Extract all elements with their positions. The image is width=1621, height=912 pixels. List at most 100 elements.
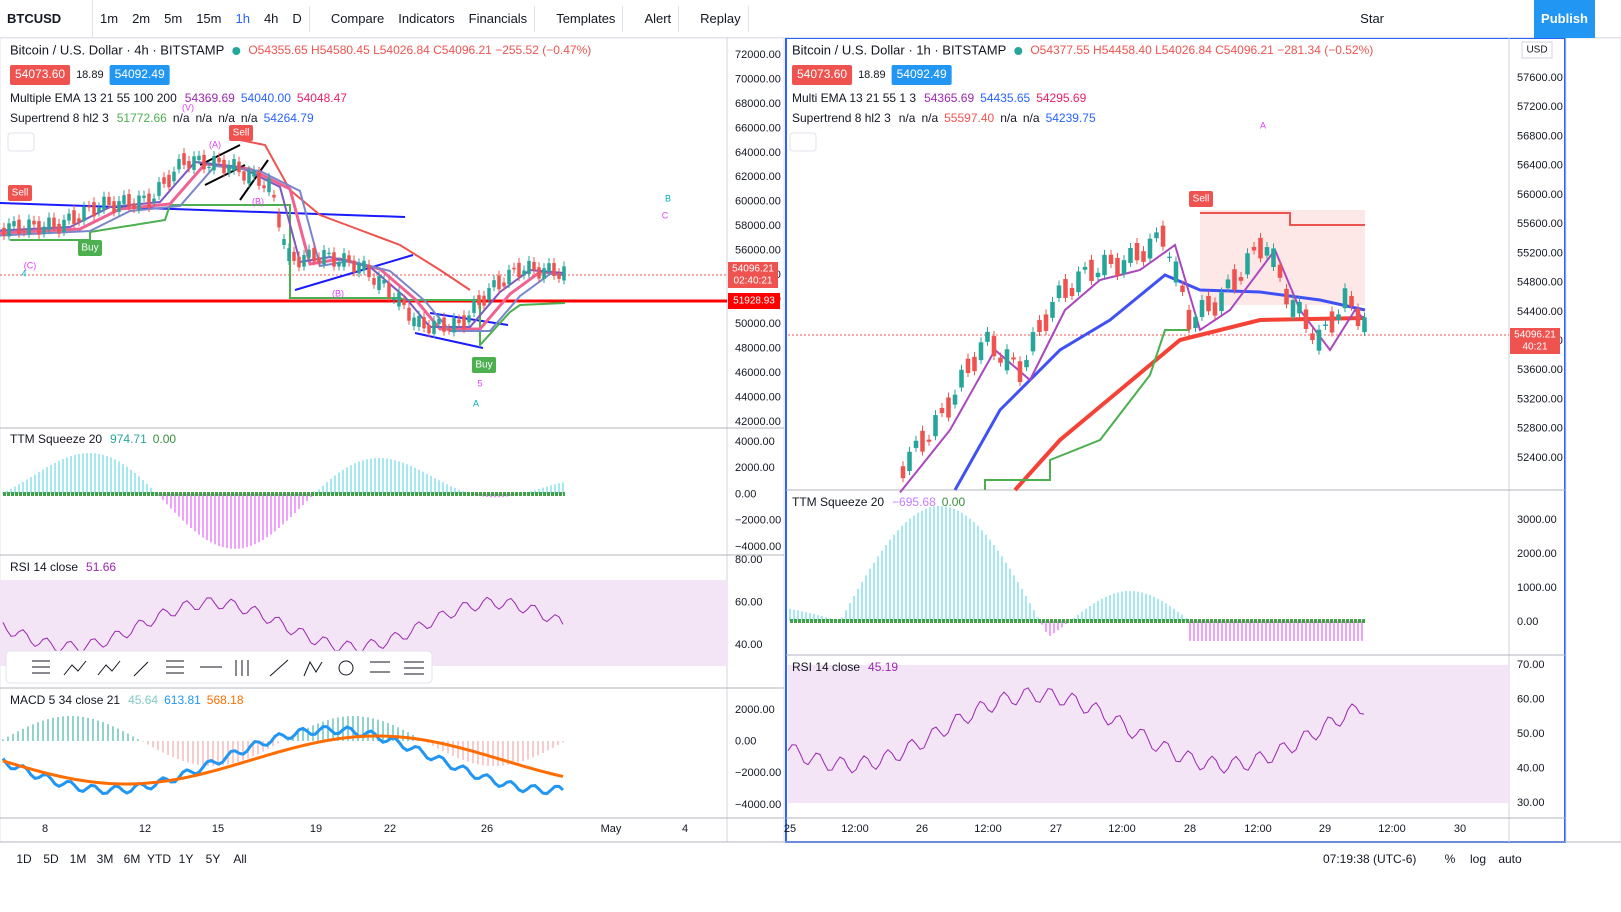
time-axis-label: 4 <box>682 823 688 835</box>
candle-body <box>457 319 461 324</box>
candle-body <box>317 257 321 263</box>
range-button[interactable]: 1D <box>16 852 32 866</box>
signal-box <box>229 125 253 141</box>
candle-body <box>407 307 411 321</box>
time-axis-label: 12 <box>139 823 151 835</box>
candle-body <box>437 318 441 325</box>
toolbar-button[interactable]: Compare <box>330 11 385 26</box>
pane-axis-label: 2000.00 <box>735 704 775 716</box>
candle-body <box>1193 316 1198 329</box>
price-axis-label: 64000.00 <box>735 147 781 159</box>
ask: 54092.49 <box>897 67 947 81</box>
time-axis-label: 12:00 <box>841 823 869 835</box>
candle-body <box>1011 357 1016 360</box>
candle-body <box>557 273 561 279</box>
range-button[interactable]: 6M <box>124 852 141 866</box>
tool-icon[interactable] <box>97 660 121 676</box>
candle-body <box>372 278 376 285</box>
tool-icons <box>32 659 424 677</box>
tool-icon[interactable] <box>166 660 184 674</box>
toolbar-button[interactable]: Replay <box>700 11 741 26</box>
right-sidebar <box>1565 37 1621 843</box>
price-axis-label: 55600.00 <box>1517 218 1563 230</box>
tool-icon[interactable] <box>370 661 390 673</box>
tool-icon[interactable] <box>303 660 323 677</box>
pane-axis-label: 0.00 <box>735 488 756 500</box>
collapse-button[interactable] <box>789 132 817 152</box>
time-axis-label: 15 <box>212 823 224 835</box>
scale-option[interactable]: % <box>1445 852 1456 866</box>
collapse-button[interactable] <box>7 132 35 152</box>
sep <box>308 5 324 32</box>
candle-body <box>920 430 925 452</box>
signal: Sell <box>233 128 250 139</box>
toolbar-button[interactable]: Templates <box>556 11 616 26</box>
tool-icon[interactable] <box>63 660 87 676</box>
toolbar-button[interactable]: Alert <box>644 11 672 26</box>
tool-icon[interactable] <box>235 660 249 676</box>
interval[interactable]: 1h <box>235 11 250 26</box>
candle-body <box>1251 246 1257 251</box>
pane-axis-label: 40.00 <box>735 639 763 651</box>
interval[interactable]: 4h <box>263 11 279 26</box>
candle-body <box>292 251 296 261</box>
tool-icon[interactable] <box>269 659 289 677</box>
layout-name[interactable]: Star <box>1360 11 1384 26</box>
candle-body <box>512 267 516 270</box>
sep <box>747 5 763 32</box>
indicator-value: n/a <box>899 111 916 125</box>
indicator-name: Multi EMA 13 21 55 1 3 <box>792 91 916 105</box>
candle-body <box>1284 288 1289 305</box>
symbol[interactable]: BTCUSD <box>0 0 93 38</box>
range-button[interactable]: 1M <box>70 852 87 866</box>
interval[interactable]: 1m <box>100 11 119 26</box>
pane-name: RSI 14 close <box>792 660 860 674</box>
pane-axis-label: 80.00 <box>735 554 763 566</box>
candle-body <box>1297 301 1302 314</box>
candle-body <box>1147 238 1153 259</box>
interval[interactable]: D <box>292 11 302 26</box>
range-button[interactable]: 5D <box>43 852 59 866</box>
ema-line <box>0 162 566 331</box>
interval[interactable]: 2m <box>132 11 151 26</box>
toolbar-button[interactable]: Financials <box>468 11 528 26</box>
scale-option[interactable]: log <box>1470 852 1486 866</box>
rsi-band <box>788 665 1509 803</box>
candle-body <box>965 358 971 374</box>
range-button[interactable]: All <box>233 852 246 866</box>
candle-body <box>47 217 51 230</box>
countdown: 02:40:21 <box>734 276 773 287</box>
candle-body <box>152 198 156 202</box>
range-button[interactable]: 5Y <box>206 852 221 866</box>
publish-button[interactable]: Publish <box>1534 0 1595 38</box>
price-axis-label: 62000.00 <box>735 171 781 183</box>
range-button[interactable]: YTD <box>147 852 171 866</box>
ema-line <box>0 164 566 332</box>
candle-body <box>1277 264 1283 278</box>
pane-axis-label: 2000.00 <box>735 462 775 474</box>
label: Bitcoin / U.S. Dollar · 1h · BITSTAMP <box>792 42 1006 57</box>
indicator-value: 54040.00 <box>241 91 291 105</box>
candle-body <box>142 195 146 198</box>
candle-body <box>1258 237 1263 259</box>
interval[interactable]: 5m <box>164 11 183 26</box>
tool-icon[interactable] <box>404 661 424 675</box>
candle-body <box>97 207 101 213</box>
tool-icon[interactable] <box>338 660 354 676</box>
scale-option[interactable]: auto <box>1498 852 1522 866</box>
tool-icon[interactable] <box>32 660 50 674</box>
price-axis-label: 50000.00 <box>735 318 781 330</box>
trendline <box>0 202 406 218</box>
candle-body <box>998 357 1003 363</box>
range-button[interactable]: 1Y <box>179 852 194 866</box>
ask-box <box>891 65 952 85</box>
candle-body <box>327 252 331 255</box>
tool-icon[interactable] <box>133 661 149 677</box>
candle-body <box>52 217 56 228</box>
range-button[interactable]: 3M <box>97 852 114 866</box>
candle-body <box>127 194 131 208</box>
interval[interactable]: 15m <box>196 11 222 26</box>
toolbar-button[interactable]: Indicators <box>398 11 455 26</box>
indicator-value: 54239.75 <box>1046 111 1096 125</box>
spread: 18.89 <box>858 69 886 81</box>
